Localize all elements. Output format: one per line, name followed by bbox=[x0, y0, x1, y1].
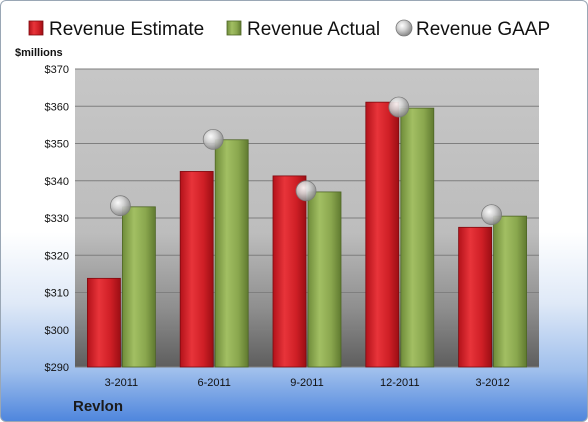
gaap-marker-3-2012 bbox=[481, 204, 503, 226]
gaap-marker-6-2011 bbox=[202, 129, 224, 150]
estimate-bar-3-2011 bbox=[87, 277, 121, 368]
y-tick-label: $290 bbox=[45, 362, 69, 374]
x-tick-label: 12-2011 bbox=[380, 377, 420, 389]
y-axis-ticks: $290 $300 $310 $320 $330 $340 $350 $360 $370 bbox=[45, 64, 69, 374]
y-tick-label: $320 bbox=[45, 250, 69, 262]
legend-label: Revenue GAAP bbox=[416, 19, 550, 40]
estimate-bar-6-2011 bbox=[179, 171, 214, 368]
actual-bar-6-2011 bbox=[214, 139, 249, 368]
gaap-marker-3-2011 bbox=[110, 195, 131, 217]
legend-swatch bbox=[226, 20, 242, 36]
estimate-bar-3-2012 bbox=[458, 226, 493, 368]
y-tick-label: $340 bbox=[45, 176, 69, 188]
actual-bar-9-2011 bbox=[307, 191, 342, 368]
actual-bar-3-2011 bbox=[122, 206, 156, 368]
y-tick-label: $370 bbox=[45, 64, 69, 76]
x-tick-label: 3-2011 bbox=[105, 377, 138, 389]
gaap-marker-9-2011 bbox=[295, 180, 317, 202]
y-tick-label: $310 bbox=[45, 288, 69, 300]
legend-swatch bbox=[395, 19, 413, 37]
actual-bar-12-2011 bbox=[400, 107, 435, 368]
y-tick-label: $350 bbox=[45, 139, 69, 151]
y-tick-label: $330 bbox=[45, 213, 69, 225]
x-tick-label: 9-2011 bbox=[290, 377, 323, 389]
x-tick-label: 6-2011 bbox=[197, 377, 230, 389]
actual-bar-3-2012 bbox=[493, 215, 528, 368]
legend-swatch bbox=[28, 20, 44, 36]
gaap-marker-12-2011 bbox=[388, 96, 410, 118]
y-tick-label: $360 bbox=[45, 101, 69, 113]
gaap-markers bbox=[110, 96, 503, 226]
estimate-bar-12-2011 bbox=[365, 101, 400, 368]
bars bbox=[87, 101, 528, 368]
x-tick-label: 3-2012 bbox=[475, 377, 509, 389]
legend: Revenue Estimate Revenue Actual Revenue GA… bbox=[28, 19, 550, 40]
legend-label: Revenue Estimate bbox=[49, 19, 204, 40]
company-name: Revlon bbox=[73, 398, 124, 415]
y-axis-unit-label: $millions bbox=[15, 47, 63, 59]
estimate-bar-9-2011 bbox=[272, 175, 307, 368]
legend-label: Revenue Actual bbox=[247, 19, 380, 40]
y-tick-label: $300 bbox=[45, 325, 69, 337]
x-axis-ticks: 3-2011 6-2011 9-2011 12-2011 3-2012 bbox=[105, 377, 510, 389]
